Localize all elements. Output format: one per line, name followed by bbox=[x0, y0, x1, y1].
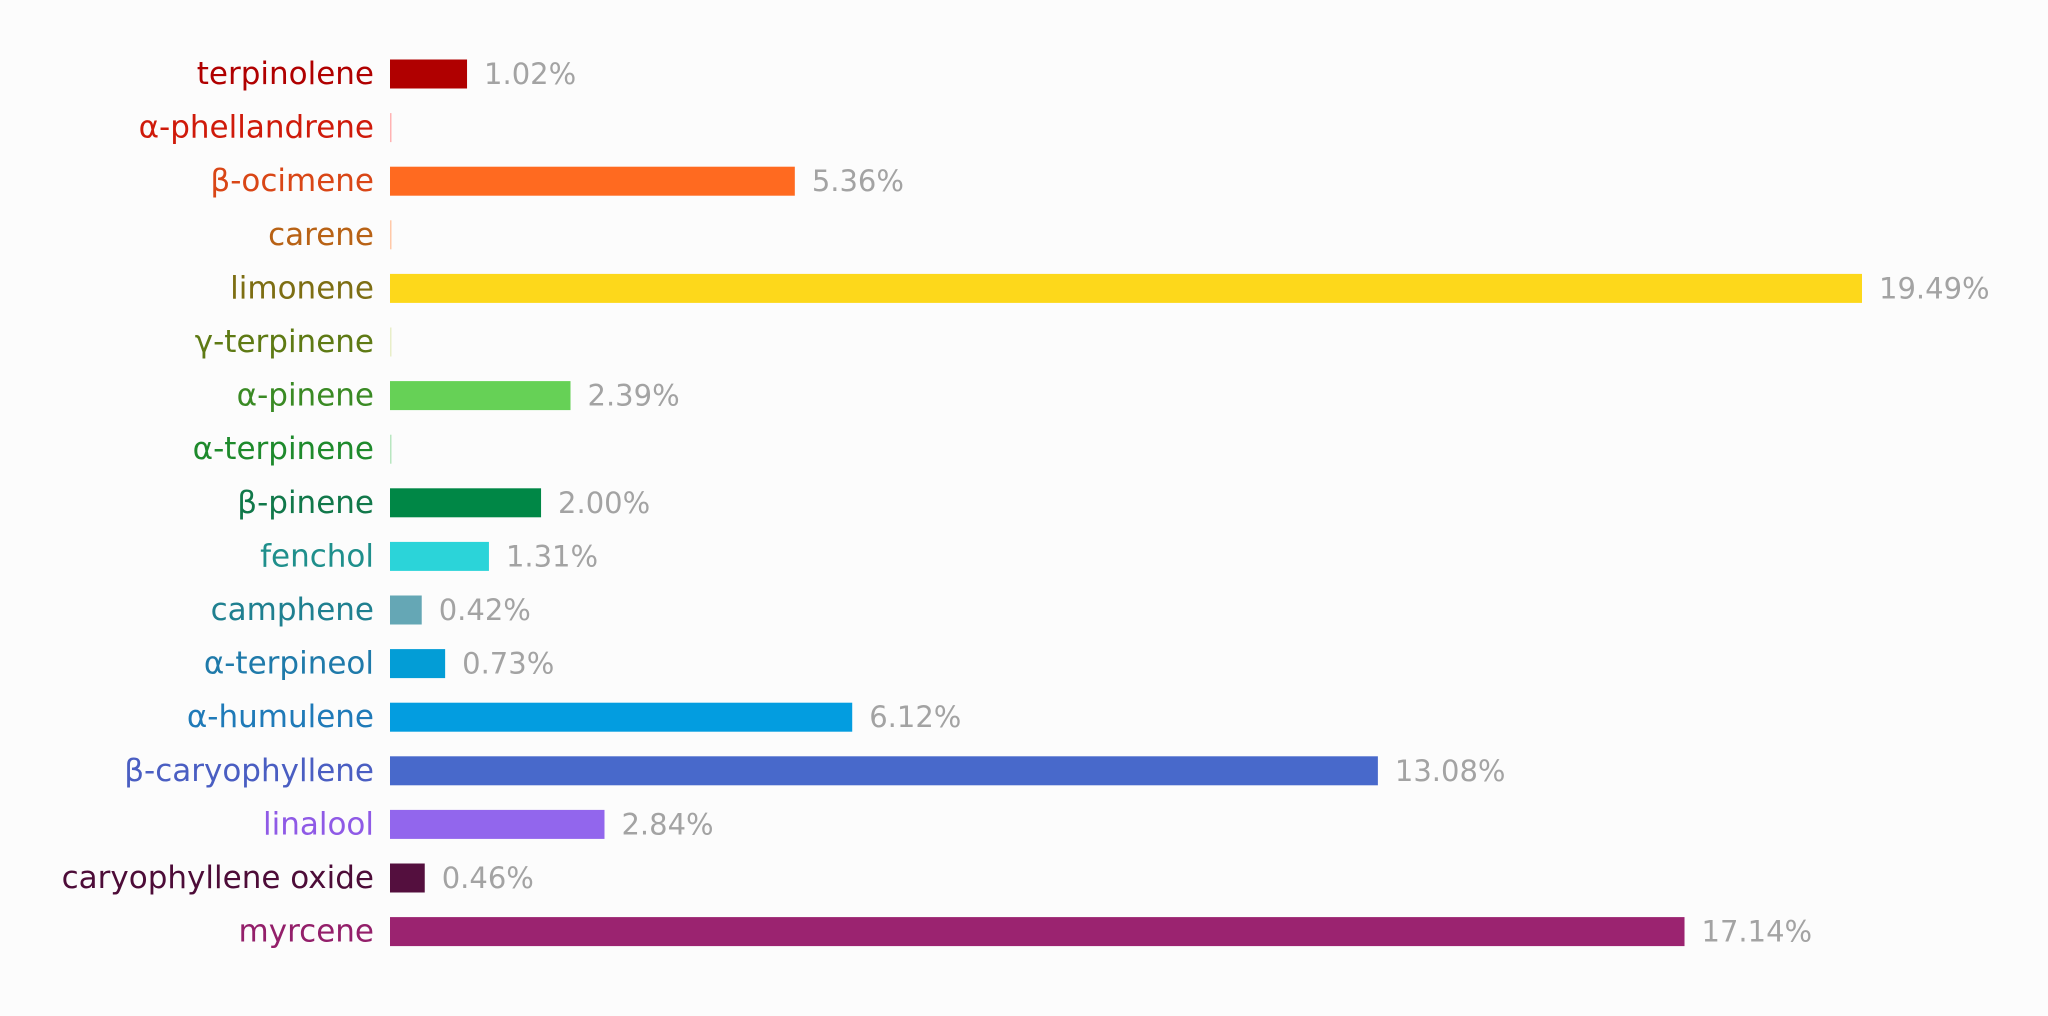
category-label: α-phellandrene bbox=[139, 110, 374, 146]
category-label: limonene bbox=[230, 270, 374, 306]
value-label: 2.00% bbox=[558, 486, 650, 520]
bar-16 bbox=[390, 917, 1685, 947]
value-label: 1.02% bbox=[484, 57, 576, 91]
category-label: β-caryophyllene bbox=[124, 753, 374, 789]
bar-15 bbox=[390, 863, 425, 893]
value-label: 6.12% bbox=[869, 700, 961, 734]
category-label: α-terpinene bbox=[193, 431, 374, 467]
value-label: 13.08% bbox=[1395, 754, 1506, 788]
value-label: 19.49% bbox=[1879, 271, 1990, 305]
category-label: α-terpineol bbox=[204, 646, 374, 682]
category-label: β-pinene bbox=[237, 485, 374, 521]
value-label: 0.42% bbox=[439, 593, 531, 627]
category-label: linalool bbox=[263, 806, 374, 842]
value-label: 17.14% bbox=[1702, 915, 1813, 949]
category-label: camphene bbox=[211, 592, 374, 628]
value-label: 2.39% bbox=[588, 379, 680, 413]
value-label: 0.46% bbox=[442, 861, 534, 895]
bar-12 bbox=[390, 702, 853, 732]
category-label: carene bbox=[268, 217, 374, 253]
bar-6 bbox=[390, 381, 571, 411]
bar-10 bbox=[390, 595, 422, 625]
bar-11 bbox=[390, 649, 446, 679]
category-label: terpinolene bbox=[197, 56, 374, 92]
bar-7 bbox=[390, 434, 392, 464]
bar-9 bbox=[390, 541, 489, 571]
category-label: α-pinene bbox=[237, 378, 374, 414]
bar-0 bbox=[390, 59, 468, 89]
bar-2 bbox=[390, 166, 795, 196]
category-label: β-ocimene bbox=[210, 163, 374, 199]
bar-8 bbox=[390, 488, 542, 518]
value-label: 2.84% bbox=[621, 807, 713, 841]
value-label: 5.36% bbox=[812, 164, 904, 198]
category-label: fenchol bbox=[260, 538, 374, 574]
bar-4 bbox=[390, 273, 1862, 303]
bar-5 bbox=[390, 327, 392, 357]
category-label: caryophyllene oxide bbox=[62, 860, 374, 896]
bar-3 bbox=[390, 220, 392, 250]
bar-14 bbox=[390, 809, 605, 839]
value-label: 1.31% bbox=[506, 539, 598, 573]
value-label: 0.73% bbox=[462, 647, 554, 681]
bar-13 bbox=[390, 756, 1378, 786]
category-label: myrcene bbox=[239, 914, 374, 950]
category-label: α-humulene bbox=[187, 699, 374, 735]
bar-1 bbox=[390, 113, 392, 143]
category-label: γ-terpinene bbox=[195, 324, 374, 360]
